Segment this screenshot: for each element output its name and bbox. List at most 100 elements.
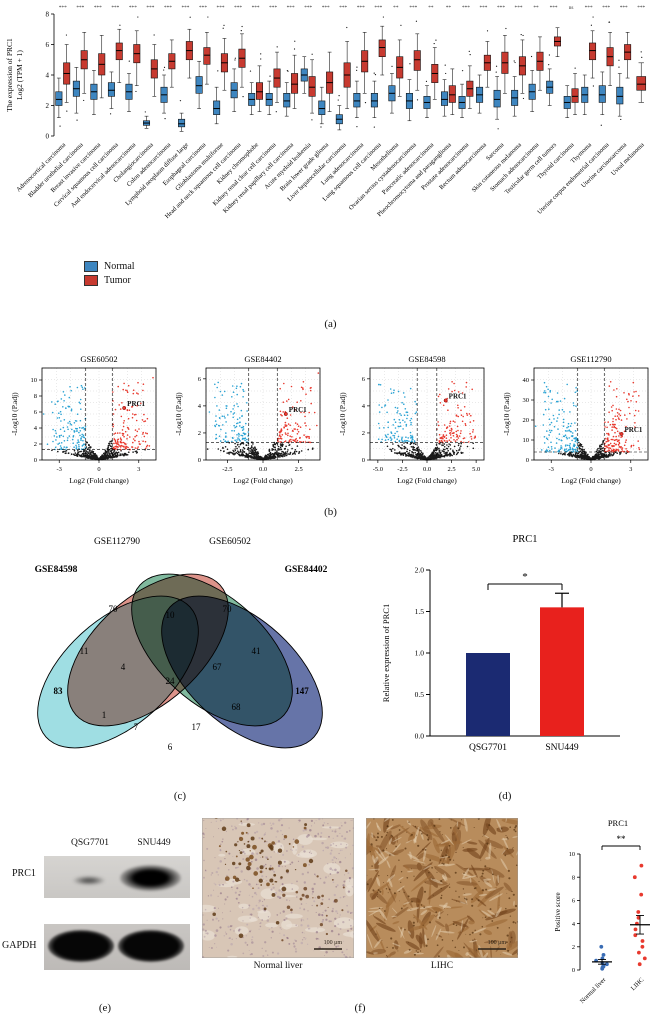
- svg-text:***: ***: [181, 5, 189, 11]
- svg-text:11: 11: [80, 646, 89, 656]
- svg-text:***: ***: [602, 5, 610, 11]
- svg-text:-Log10 (P.adj): -Log10 (P.adj): [338, 392, 347, 436]
- svg-text:***: ***: [637, 5, 645, 11]
- svg-text:17: 17: [192, 722, 202, 732]
- prc1-band-snu449: [119, 865, 182, 892]
- legend-item-tumor: Tumor: [84, 275, 135, 286]
- svg-text:70: 70: [223, 604, 233, 614]
- svg-text:***: ***: [252, 5, 260, 11]
- svg-text:0.5: 0.5: [415, 690, 425, 699]
- svg-text:GSE84402: GSE84402: [244, 354, 281, 364]
- svg-text:2: 2: [362, 430, 365, 437]
- relative-expression-bar-chart: PRC1 0.0 0.5 1.0 1.5 2.0 Relative expression o…: [381, 534, 620, 753]
- svg-text:67: 67: [213, 662, 223, 672]
- svg-text:***: ***: [164, 5, 172, 11]
- svg-text:0: 0: [97, 466, 100, 473]
- svg-text:***: ***: [269, 5, 277, 11]
- svg-text:Relative expression of PRC1: Relative expression of PRC1: [381, 604, 391, 702]
- western-blot-prc1: [44, 856, 190, 898]
- svg-text:83: 83: [54, 686, 64, 696]
- ihc-caption-normal-liver: Normal liver: [253, 961, 303, 971]
- legend-tumor-label: Tumor: [104, 275, 131, 286]
- volcano-plot-gse84402: GSE84402 -2.5 0.0 2.5 0 2 4 6 Log2 (Fold change)…: [174, 354, 321, 485]
- svg-text:GSE60502: GSE60502: [80, 354, 117, 364]
- svg-text:***: ***: [462, 5, 470, 11]
- svg-text:-2.5: -2.5: [397, 466, 407, 473]
- svg-text:GSE84402: GSE84402: [285, 565, 328, 575]
- svg-text:***: ***: [234, 5, 242, 11]
- svg-text:SNU449: SNU449: [545, 743, 579, 753]
- svg-text:2.0: 2.0: [415, 566, 425, 575]
- lane-label-qsg7701: QSG7701: [70, 838, 109, 848]
- svg-text:-Log10 (P.adj): -Log10 (P.adj): [502, 392, 511, 436]
- svg-text:PRC1: PRC1: [512, 534, 537, 545]
- svg-text:***: ***: [129, 5, 137, 11]
- svg-text:2: 2: [46, 102, 50, 110]
- svg-text:***: ***: [515, 5, 523, 11]
- svg-text:68: 68: [232, 702, 242, 712]
- svg-text:5.0: 5.0: [472, 466, 480, 473]
- volcano-plot-gse60502: GSE60502 -3 0 3 0 2 4 6 8 10 Log2 (Fold change) -Lo…: [10, 354, 157, 485]
- svg-text:4: 4: [362, 403, 366, 410]
- svg-text:**: **: [428, 5, 434, 11]
- svg-text:***: ***: [357, 5, 365, 11]
- svg-text:*: *: [522, 571, 528, 583]
- svg-text:8: 8: [34, 393, 37, 400]
- svg-text:20: 20: [523, 417, 530, 424]
- prc1-band-qsg7701: [73, 876, 106, 886]
- svg-text:QSG7701: QSG7701: [469, 743, 507, 753]
- svg-text:6: 6: [362, 376, 366, 383]
- svg-text:GSE84598: GSE84598: [35, 565, 78, 575]
- svg-text:PRC1: PRC1: [289, 406, 307, 414]
- svg-text:10: 10: [166, 610, 176, 620]
- svg-text:Log2 (Fold change): Log2 (Fold change): [69, 476, 129, 485]
- svg-text:PRC1: PRC1: [127, 400, 145, 408]
- svg-text:4: 4: [34, 425, 38, 432]
- svg-text:GSE112790: GSE112790: [94, 537, 140, 547]
- ihc-caption-lihc: LIHC: [430, 961, 454, 971]
- pancancer-expression-boxplot: 0 2 4 6 8 The expression of PRC1 Log2 (TPM + 1…: [5, 5, 647, 220]
- legend-normal-tumor: Normal Tumor: [84, 261, 135, 289]
- svg-text:10: 10: [31, 377, 38, 384]
- svg-text:***: ***: [111, 5, 119, 11]
- svg-text:1.0: 1.0: [415, 649, 425, 658]
- svg-text:3: 3: [629, 466, 632, 473]
- svg-text:2.5: 2.5: [295, 466, 303, 473]
- svg-text:GSE84598: GSE84598: [408, 354, 445, 364]
- blot-row-label-prc1: PRC1: [12, 868, 36, 879]
- normal-color-swatch: [84, 261, 98, 272]
- svg-text:0.0: 0.0: [259, 466, 267, 473]
- svg-text:Log2 (Fold change): Log2 (Fold change): [233, 476, 293, 485]
- svg-text:ns: ns: [569, 5, 574, 11]
- panel-a-label: (a): [324, 318, 337, 330]
- svg-text:Log2 (Fold change): Log2 (Fold change): [397, 476, 457, 485]
- svg-text:0: 0: [362, 457, 365, 464]
- svg-text:***: ***: [217, 5, 225, 11]
- svg-text:***: ***: [287, 5, 295, 11]
- svg-text:0: 0: [589, 466, 592, 473]
- svg-text:4: 4: [198, 403, 202, 410]
- svg-text:3: 3: [137, 466, 140, 473]
- svg-text:**: **: [533, 5, 539, 11]
- tumor-color-swatch: [84, 275, 98, 286]
- svg-text:Log2 (TPM + 1): Log2 (TPM + 1): [15, 50, 24, 100]
- svg-text:***: ***: [76, 5, 84, 11]
- legend-normal-label: Normal: [104, 261, 135, 272]
- svg-text:6: 6: [198, 376, 202, 383]
- svg-text:***: ***: [94, 5, 102, 11]
- svg-text:-3: -3: [57, 466, 62, 473]
- svg-text:10: 10: [523, 437, 530, 444]
- svg-text:0: 0: [34, 457, 37, 464]
- svg-text:***: ***: [374, 5, 382, 11]
- legend-item-normal: Normal: [84, 261, 135, 272]
- svg-text:1.5: 1.5: [415, 607, 425, 616]
- panel-b-label: (b): [324, 506, 337, 518]
- svg-text:40: 40: [523, 377, 530, 384]
- svg-text:***: ***: [497, 5, 505, 11]
- ihc-image-lihc: 100 μm: [366, 818, 518, 958]
- lane-label-snu449: SNU449: [137, 838, 171, 848]
- volcano-plot-gse84598: GSE84598 -5.0 -2.5 0.0 2.5 5.0 0 2 4 6 Log2 (Fold …: [338, 354, 485, 485]
- svg-text:2: 2: [198, 430, 201, 437]
- svg-text:**: **: [393, 5, 399, 11]
